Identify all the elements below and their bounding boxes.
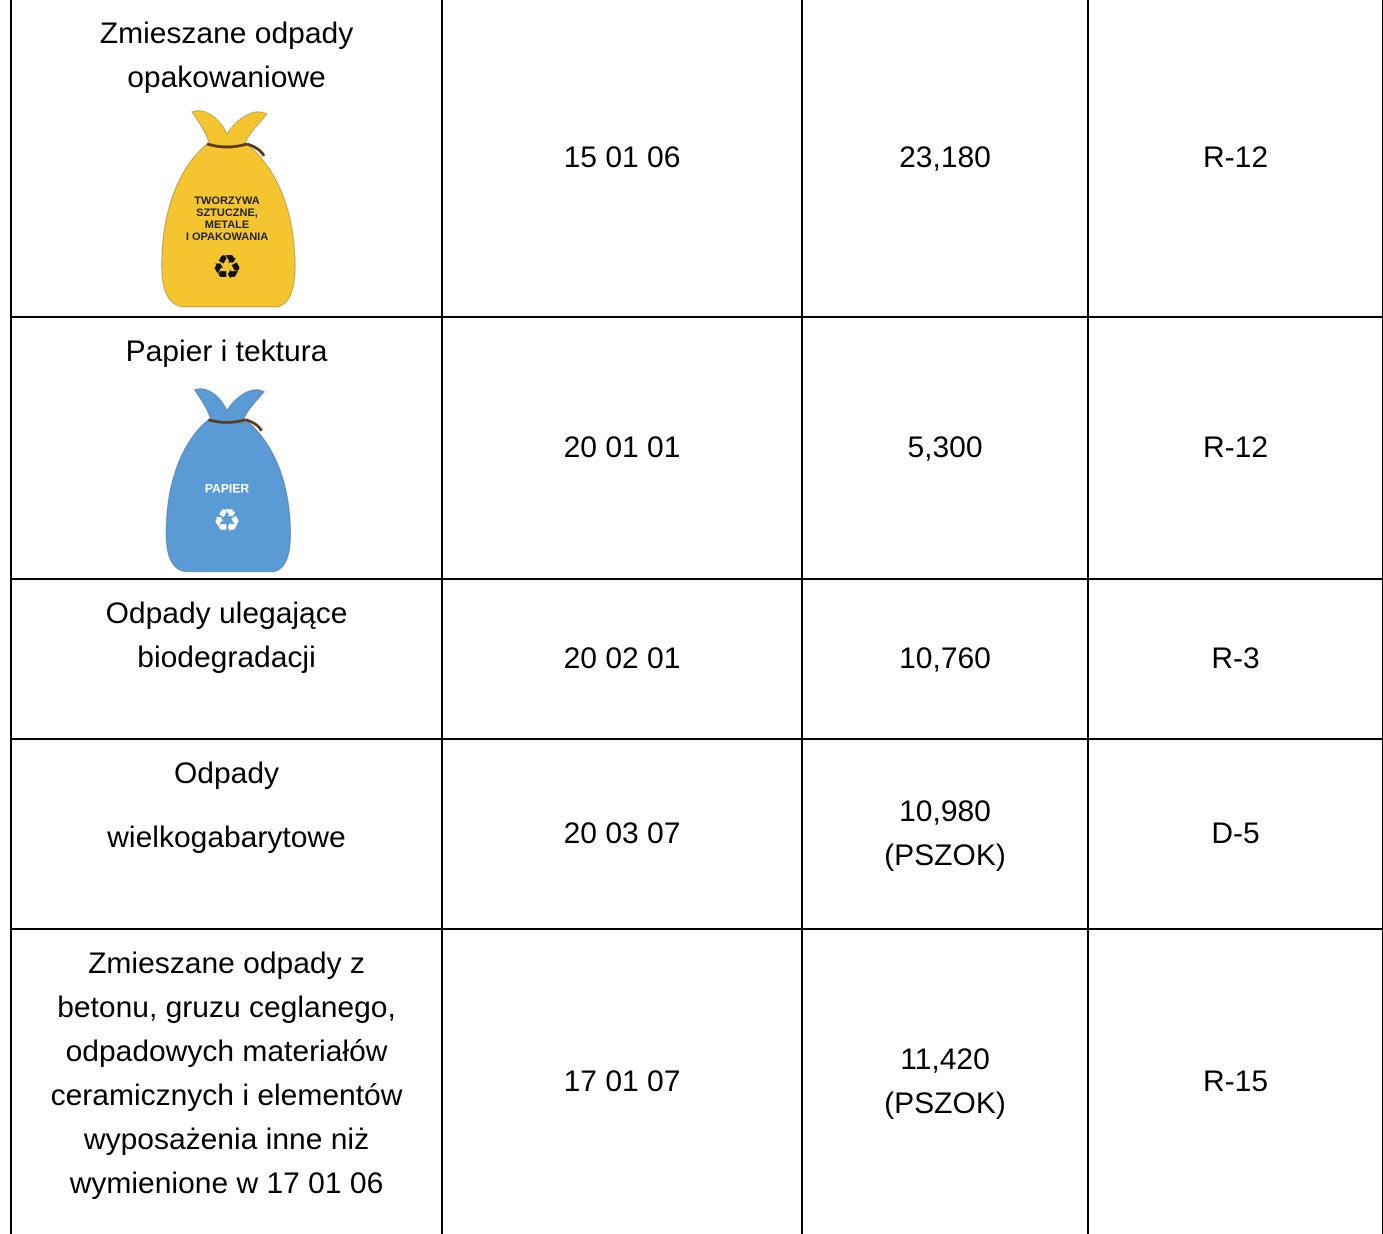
code-cell: 20 03 07 bbox=[442, 739, 802, 929]
waste-mass: 10,760 bbox=[813, 637, 1077, 681]
bag-label: PAPIER bbox=[204, 481, 248, 495]
bag-body bbox=[166, 420, 291, 572]
code-cell: 20 02 01 bbox=[442, 579, 802, 739]
waste-mass: 11,420 bbox=[813, 1038, 1077, 1082]
table-row: Odpady wielkogabarytowe 20 03 07 10,980(PSZ… bbox=[11, 739, 1383, 929]
waste-name: opakowaniowe bbox=[22, 56, 431, 100]
waste-code: 15 01 06 bbox=[564, 141, 681, 174]
mass-cell: 10,760 bbox=[802, 579, 1088, 739]
recycle-icon: ♻ bbox=[212, 504, 240, 540]
waste-name: wielkogabarytowe bbox=[22, 816, 431, 860]
waste-mass: (PSZOK) bbox=[813, 834, 1077, 878]
table-row: Papier i tektura PAPIER ♻ 20 01 01 5,300 R-12 bbox=[11, 317, 1383, 579]
bag-top bbox=[194, 389, 264, 422]
waste-code: 20 03 07 bbox=[564, 817, 681, 850]
mass-cell: 11,420(PSZOK) bbox=[802, 929, 1088, 1234]
waste-name: ceramicznych i elementów bbox=[22, 1074, 431, 1118]
recovery-method: D-5 bbox=[1211, 817, 1259, 850]
code-cell: 15 01 06 bbox=[442, 0, 802, 317]
bag-label: TWORZYWA bbox=[194, 195, 259, 207]
recovery-method: R-12 bbox=[1203, 141, 1268, 174]
waste-mass: 23,180 bbox=[813, 136, 1077, 180]
recovery-method: R-3 bbox=[1211, 642, 1259, 675]
waste-name: wymienione w 17 01 06 bbox=[22, 1162, 431, 1206]
waste-name: Odpady bbox=[22, 752, 431, 796]
recovery-method: R-15 bbox=[1203, 1065, 1268, 1098]
method-cell: D-5 bbox=[1088, 739, 1383, 929]
waste-mass: 10,980 bbox=[813, 790, 1077, 834]
method-cell: R-12 bbox=[1088, 317, 1383, 579]
recycle-icon: ♻ bbox=[211, 248, 241, 288]
name-cell: Papier i tektura PAPIER ♻ bbox=[11, 317, 442, 579]
waste-name: biodegradacji bbox=[22, 636, 431, 680]
method-cell: R-3 bbox=[1088, 579, 1383, 739]
waste-mass: (PSZOK) bbox=[813, 1082, 1077, 1126]
mass-cell: 23,180 bbox=[802, 0, 1088, 317]
method-cell: R-12 bbox=[1088, 0, 1383, 317]
code-cell: 20 01 01 bbox=[442, 317, 802, 579]
waste-name: odpadowych materiałów bbox=[22, 1030, 431, 1074]
waste-name: Zmieszane odpady bbox=[22, 12, 431, 56]
bag-top bbox=[192, 111, 267, 146]
name-cell: Odpady wielkogabarytowe bbox=[11, 739, 442, 929]
method-cell: R-15 bbox=[1088, 929, 1383, 1234]
bag-icon: PAPIER ♻ bbox=[157, 378, 297, 578]
code-cell: 17 01 07 bbox=[442, 929, 802, 1234]
waste-mass: 5,300 bbox=[813, 426, 1077, 470]
waste-code: 20 02 01 bbox=[564, 642, 681, 675]
bag-label: SZTUCZNE, bbox=[196, 207, 258, 219]
bag-label: METALE bbox=[204, 219, 248, 231]
mass-cell: 5,300 bbox=[802, 317, 1088, 579]
waste-name: betonu, gruzu ceglanego, bbox=[22, 986, 431, 1030]
waste-name: Papier i tektura bbox=[22, 330, 431, 374]
bag-label: I OPAKOWANIA bbox=[185, 231, 267, 243]
mass-cell: 10,980(PSZOK) bbox=[802, 739, 1088, 929]
waste-name: Zmieszane odpady z bbox=[22, 942, 431, 986]
waste-code: 17 01 07 bbox=[564, 1065, 681, 1098]
page: {"table": {"rows": [ {"name": ["Zmieszan… bbox=[0, 0, 1383, 1220]
waste-name: wyposażenia inne niż bbox=[22, 1118, 431, 1162]
waste-name: Odpady ulegające bbox=[22, 592, 431, 636]
recovery-method: R-12 bbox=[1203, 431, 1268, 464]
waste-code: 20 01 01 bbox=[564, 431, 681, 464]
